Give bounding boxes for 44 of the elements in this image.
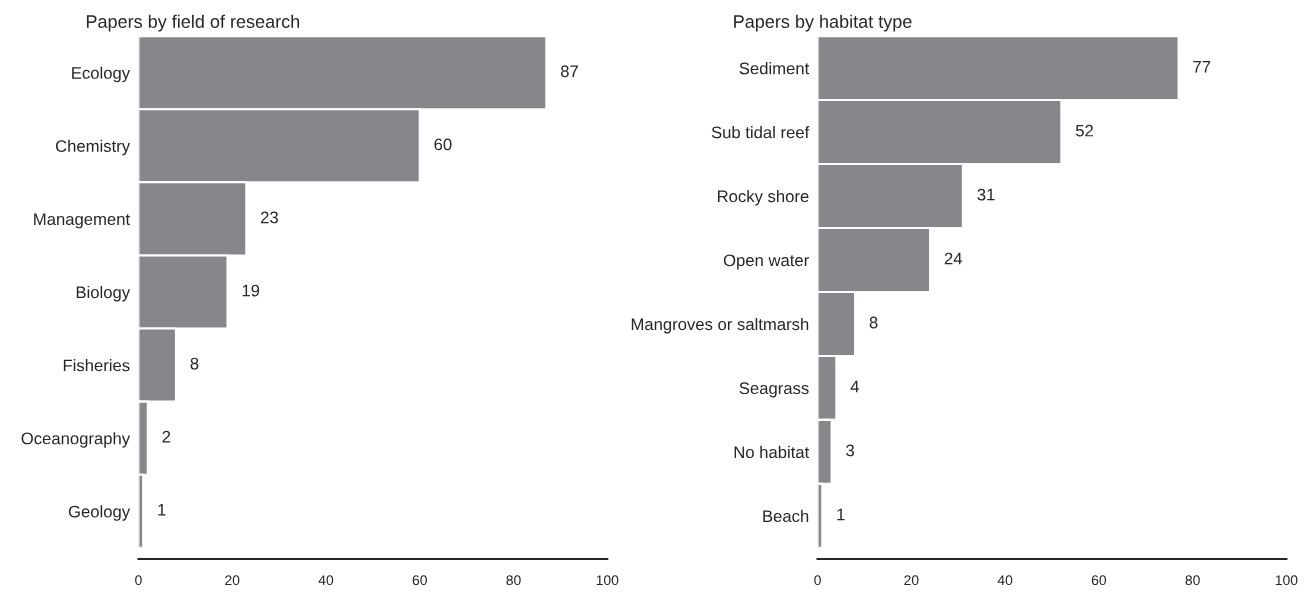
data-label: 1 bbox=[837, 508, 845, 521]
x-tick-label: 20 bbox=[904, 575, 919, 586]
data-label: 1 bbox=[158, 504, 166, 516]
y-tick-label: Oceanography bbox=[21, 432, 131, 448]
chart-title: Papers by field of research bbox=[86, 14, 300, 32]
y-tick-label: Sub tidal reef bbox=[711, 126, 810, 139]
y-tick-label: Geology bbox=[68, 505, 131, 521]
x-tick-label: 60 bbox=[412, 575, 427, 586]
x-tick-label: 100 bbox=[596, 575, 619, 586]
y-tick-label: Rocky shore bbox=[717, 189, 809, 206]
data-label: 52 bbox=[1075, 124, 1093, 137]
data-label: 8 bbox=[869, 316, 878, 329]
y-tick-label: No habitat bbox=[734, 445, 810, 459]
y-tick-label: Biology bbox=[76, 285, 131, 302]
data-label: 31 bbox=[977, 188, 995, 201]
x-tick-label: 20 bbox=[225, 575, 240, 586]
x-tick-label: 40 bbox=[318, 575, 334, 586]
data-label: 60 bbox=[434, 138, 452, 151]
y-tick-label: Management bbox=[34, 213, 130, 229]
data-label: 3 bbox=[846, 444, 855, 457]
data-label: 4 bbox=[850, 380, 859, 393]
data-label: 19 bbox=[242, 284, 260, 297]
y-tick-label: Beach bbox=[763, 509, 809, 523]
chart-title: Papers by habitat type bbox=[734, 14, 912, 32]
y-tick-label: Fisheries bbox=[63, 359, 130, 372]
y-tick-label: Chemistry bbox=[55, 139, 131, 156]
y-tick-label: Ecology bbox=[72, 66, 131, 83]
data-label: 24 bbox=[944, 252, 963, 265]
data-label: 23 bbox=[261, 211, 278, 224]
y-tick-label: Sediment bbox=[739, 62, 810, 75]
x-tick-label: 80 bbox=[1185, 575, 1200, 586]
data-label: 8 bbox=[190, 357, 199, 370]
data-label: 87 bbox=[560, 65, 578, 78]
x-tick-label: 80 bbox=[506, 575, 521, 586]
data-label: 2 bbox=[162, 430, 171, 443]
x-tick-label: 60 bbox=[1091, 575, 1107, 586]
x-tick-label: 100 bbox=[1275, 575, 1298, 586]
x-tick-label: 0 bbox=[814, 575, 821, 586]
y-tick-label: Mangroves or saltmarsh bbox=[631, 317, 809, 334]
data-label: 77 bbox=[1193, 60, 1211, 73]
x-tick-label: 40 bbox=[997, 575, 1013, 586]
y-tick-label: Seagrass bbox=[739, 382, 809, 398]
y-tick-label: Open water bbox=[723, 254, 809, 270]
x-tick-label: 0 bbox=[135, 575, 142, 586]
